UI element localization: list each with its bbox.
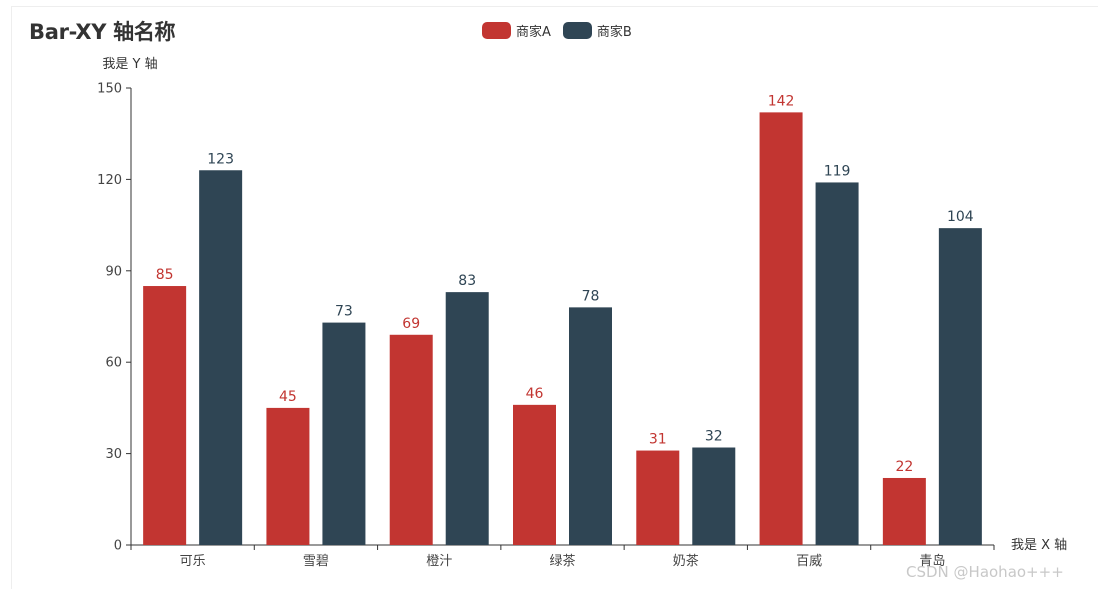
y-axis-label: 我是 Y 轴	[102, 57, 157, 72]
bar-series-b	[322, 322, 366, 545]
bar-series-a	[882, 477, 926, 545]
x-tick-label: 雪碧	[303, 554, 329, 569]
y-tick-label: 0	[114, 539, 122, 554]
watermark: CSDN @Haohao+++	[906, 563, 1064, 581]
legend-label-series-b: 商家B	[596, 25, 632, 40]
data-label: 46	[526, 386, 544, 402]
legend-swatch-series-b	[562, 22, 592, 39]
legend-item-series-a[interactable]: 商家A	[482, 21, 551, 40]
y-tick-label: 90	[105, 264, 122, 279]
x-tick-label: 可乐	[180, 554, 206, 569]
x-tick-label: 奶茶	[673, 553, 699, 569]
bar-series-b	[445, 292, 489, 545]
y-tick-label: 30	[105, 447, 122, 462]
bar-series-b	[199, 170, 243, 545]
bar-series-b	[569, 307, 612, 545]
data-label: 32	[705, 429, 723, 445]
data-label: 83	[458, 273, 476, 289]
legend-swatch-series-a	[482, 22, 511, 39]
x-tick-label: 橙汁	[426, 554, 452, 569]
x-tick-label: 青岛	[919, 553, 945, 569]
data-label: 142	[768, 93, 795, 109]
axes: 0 30 60 90 120 150 可乐 雪碧 橙汁 绿茶 奶茶 百威 青岛	[97, 82, 995, 569]
chart-frame	[11, 6, 1098, 589]
bar-series-b	[692, 447, 736, 545]
data-label: 123	[207, 151, 234, 167]
chart-legend: 商家A 商家B	[482, 21, 632, 40]
data-labels: 85 45 69 46 31 142 22 123 73 83 78 32 119 104	[156, 93, 974, 475]
y-tick-label: 150	[97, 82, 122, 97]
bar-series-b	[938, 228, 982, 545]
data-label: 119	[824, 163, 851, 179]
chart-title: Bar-XY 轴名称	[29, 20, 176, 44]
data-label: 69	[402, 316, 420, 332]
data-label: 31	[649, 432, 667, 448]
data-label: 104	[947, 209, 974, 225]
data-label: 78	[582, 288, 600, 304]
bar-series-b	[815, 182, 859, 546]
data-label: 85	[156, 267, 174, 283]
x-tick-label: 绿茶	[549, 553, 575, 569]
bars	[143, 112, 982, 546]
bar-series-a	[759, 112, 803, 545]
bar-series-a	[636, 450, 680, 545]
bar-series-a	[513, 404, 556, 545]
bar-series-a	[143, 286, 187, 545]
legend-label-series-a: 商家A	[516, 25, 551, 40]
data-label: 22	[895, 459, 913, 475]
y-tick-label: 60	[105, 356, 122, 371]
x-axis-label: 我是 X 轴	[1011, 538, 1067, 553]
bar-series-a	[389, 334, 433, 545]
data-label: 73	[335, 304, 353, 320]
legend-item-series-b[interactable]: 商家B	[562, 21, 632, 40]
bar-series-a	[266, 407, 310, 545]
x-tick-label: 百威	[796, 554, 822, 569]
data-label: 45	[279, 389, 297, 405]
y-tick-label: 120	[97, 173, 122, 188]
